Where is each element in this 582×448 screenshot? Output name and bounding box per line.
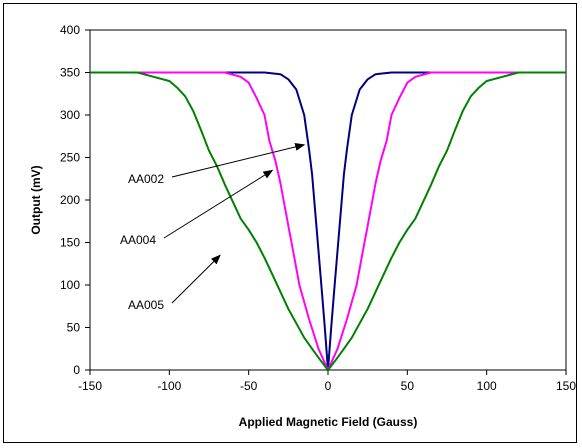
annotation-layer: AA002 AA004 AA005 [120, 142, 306, 312]
x-tick-label: -150 [78, 379, 102, 393]
y-tick-label: 300 [60, 108, 80, 122]
plot-border [89, 29, 567, 371]
x-axis-title: Applied Magnetic Field (Gauss) [239, 415, 418, 429]
y-tick-label: 400 [60, 23, 80, 37]
y-tick-label: 0 [73, 363, 80, 377]
annotation-label-aa002: AA002 [128, 172, 164, 186]
annotation-arrow [171, 254, 221, 304]
y-tick-label: 150 [60, 236, 80, 250]
x-tick-label: 50 [401, 379, 415, 393]
x-tick-label: -50 [240, 379, 258, 393]
annotation-arrow [171, 142, 306, 178]
x-tick-label: 0 [325, 379, 332, 393]
plot-area [89, 29, 567, 371]
annotation-label-aa005: AA005 [128, 298, 164, 312]
x-tick-label: 100 [477, 379, 497, 393]
annotation-arrow [163, 169, 274, 239]
y-tick-label: 250 [60, 151, 80, 165]
y-tick-label: 50 [67, 321, 81, 335]
axes-layer: 0 50 100 150 200 250 300 350 400 -150 -100 -50 0 50 10… [60, 23, 576, 393]
x-tick-label: -100 [157, 379, 181, 393]
x-tick-label: 150 [556, 379, 576, 393]
annotation-label-aa004: AA004 [120, 233, 156, 247]
y-tick-label: 200 [60, 193, 80, 207]
y-tick-label: 100 [60, 278, 80, 292]
y-tick-label: 350 [60, 66, 80, 80]
y-axis-title: Output (mV) [29, 165, 43, 234]
